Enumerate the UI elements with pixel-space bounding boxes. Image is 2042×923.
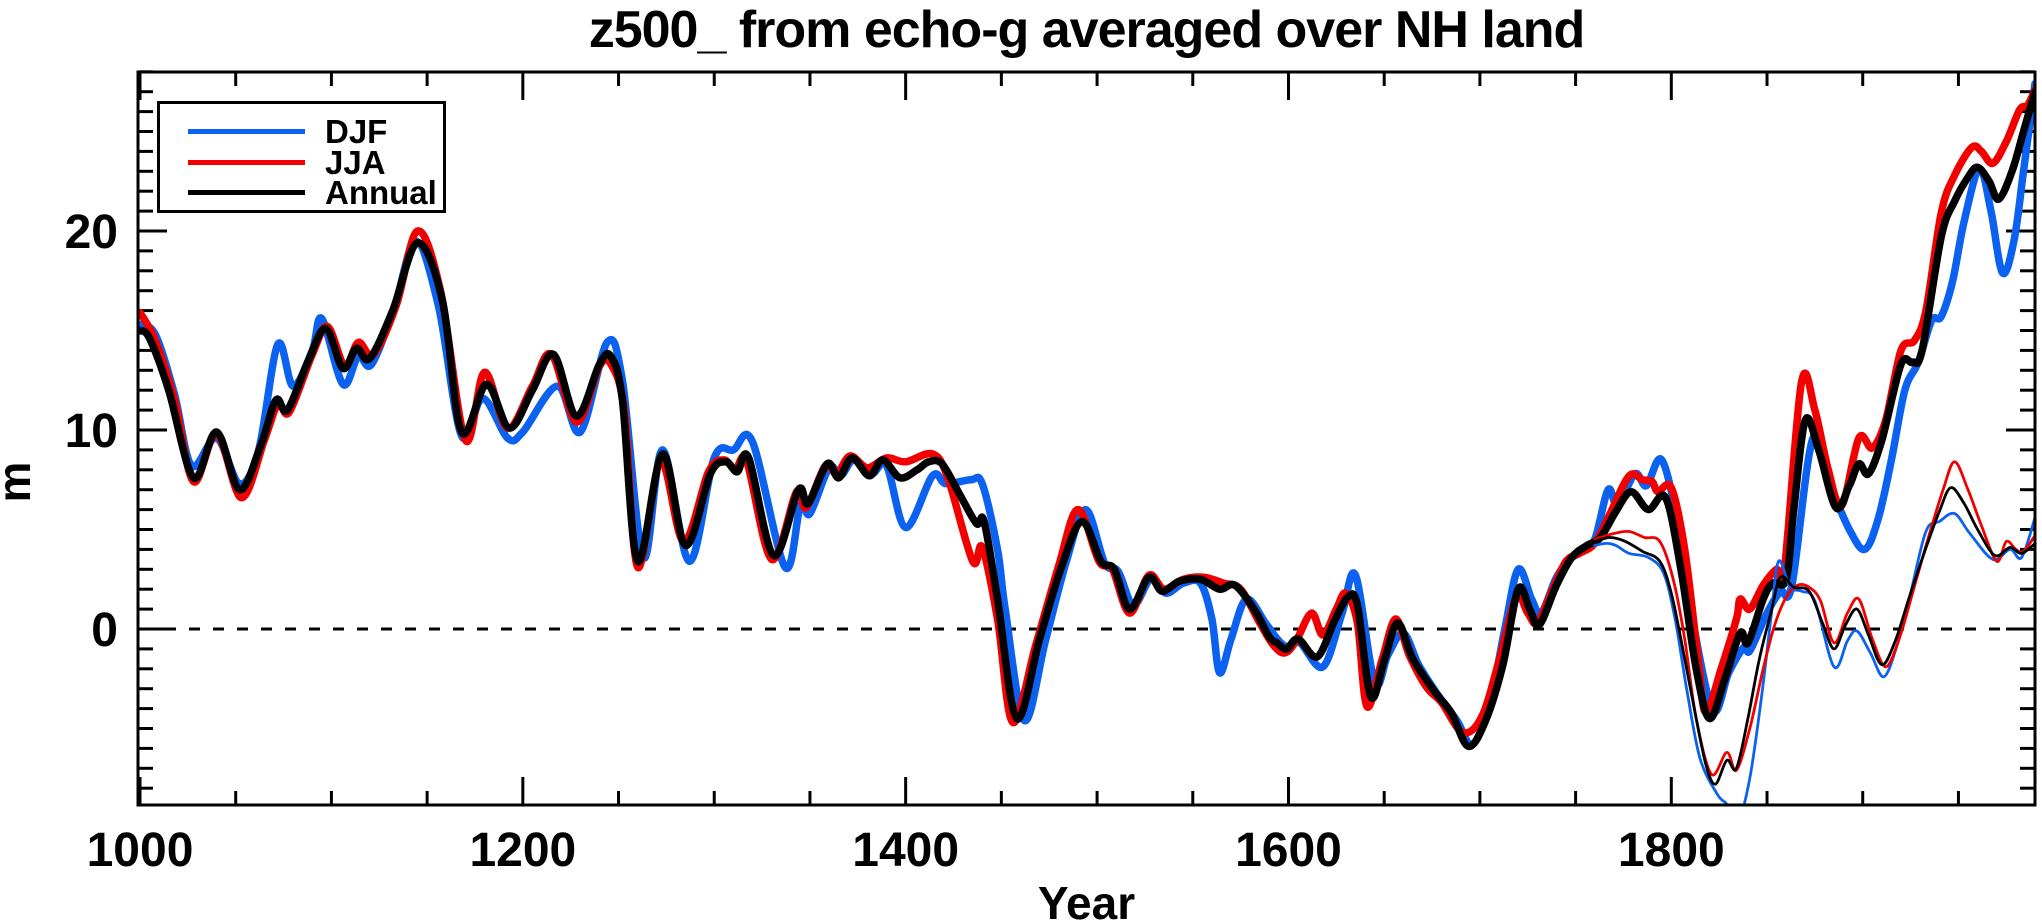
x-tick-label: 1200 — [469, 824, 576, 877]
series-line-jja-thin-companion — [1593, 460, 2034, 777]
annual-line-swatch — [188, 190, 305, 195]
x-tick-label: 1600 — [1235, 824, 1342, 877]
series-line-annual-thin-companion — [1593, 486, 2034, 786]
plot-border — [136, 70, 2037, 807]
x-tick-label: 1400 — [852, 824, 959, 877]
legend-label-annual: Annual — [325, 174, 437, 211]
y-tick-label: 10 — [65, 405, 118, 458]
chart-title: z500_ from echo-g averaged over NH land — [588, 1, 1586, 59]
jja-line-swatch — [188, 160, 305, 165]
x-axis-title: Year — [1037, 877, 1136, 923]
legend-item-djf: DJF — [160, 113, 443, 150]
y-tick-label: 20 — [65, 206, 118, 259]
x-tick-label: 1800 — [1618, 824, 1725, 877]
y-axis-title: m — [0, 432, 41, 532]
legend-item-annual: Annual — [160, 174, 443, 211]
x-tick-label: 1000 — [87, 824, 194, 877]
legend-label-djf: DJF — [325, 113, 388, 150]
series-group — [139, 80, 2034, 804]
legend-item-jja: JJA — [160, 144, 443, 181]
legend: DJF JJA Annual — [157, 101, 446, 213]
legend-label-jja: JJA — [325, 144, 386, 181]
y-tick-label: 0 — [91, 604, 118, 657]
series-line-djf — [139, 80, 2034, 749]
djf-line-swatch — [188, 129, 305, 134]
series-line-djf-thin-companion — [1593, 511, 2034, 804]
